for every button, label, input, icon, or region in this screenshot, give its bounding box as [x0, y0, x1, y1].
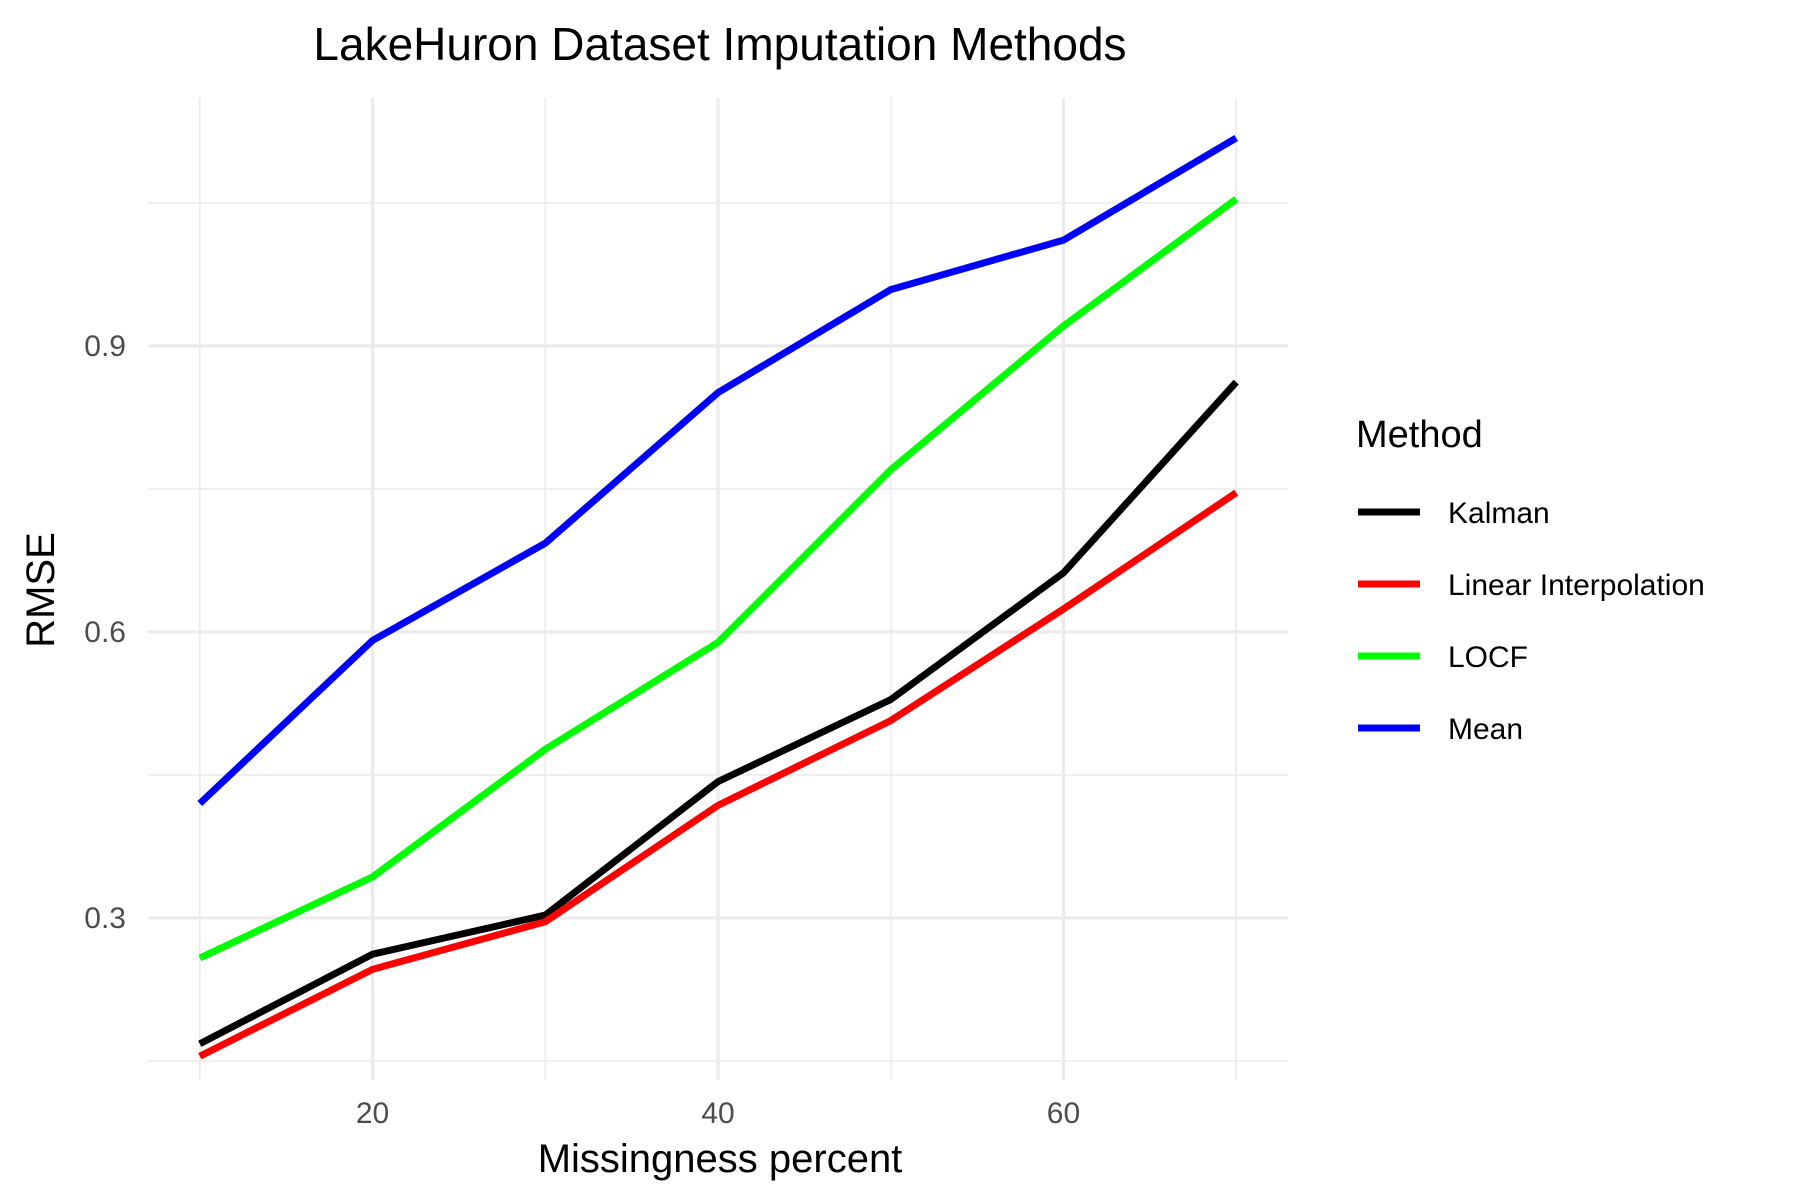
- y-tick-label: 0.6: [84, 616, 126, 649]
- x-tick-label: 60: [1047, 1097, 1080, 1130]
- series-line-locf: [198, 196, 1239, 962]
- legend-label-locf: LOCF: [1448, 641, 1528, 674]
- legend: Method Kalman Linear Interpolation LOCF Mea…: [1356, 414, 1705, 746]
- legend-label-mean: Mean: [1448, 713, 1523, 746]
- major-gridlines: [148, 98, 1288, 1080]
- x-tick-labels: 20 40 60: [356, 1097, 1080, 1130]
- legend-label-linear-interpolation: Linear Interpolation: [1448, 569, 1705, 602]
- series-line-linear-interpolation: [198, 489, 1239, 1060]
- y-tick-label: 0.9: [84, 330, 126, 363]
- y-axis-title: RMSE: [19, 532, 63, 648]
- y-tick-labels: 0.3 0.6 0.9: [84, 330, 126, 935]
- x-tick-label: 40: [701, 1097, 734, 1130]
- x-tick-label: 20: [356, 1097, 389, 1130]
- x-axis-title: Missingness percent: [538, 1137, 903, 1181]
- series-lines: [197, 134, 1239, 1060]
- y-tick-label: 0.3: [84, 902, 126, 935]
- chart-title: LakeHuron Dataset Imputation Methods: [313, 18, 1126, 70]
- legend-label-kalman: Kalman: [1448, 497, 1550, 530]
- series-line-mean: [197, 134, 1238, 807]
- series-line-kalman: [198, 379, 1239, 1047]
- legend-title: Method: [1356, 414, 1483, 456]
